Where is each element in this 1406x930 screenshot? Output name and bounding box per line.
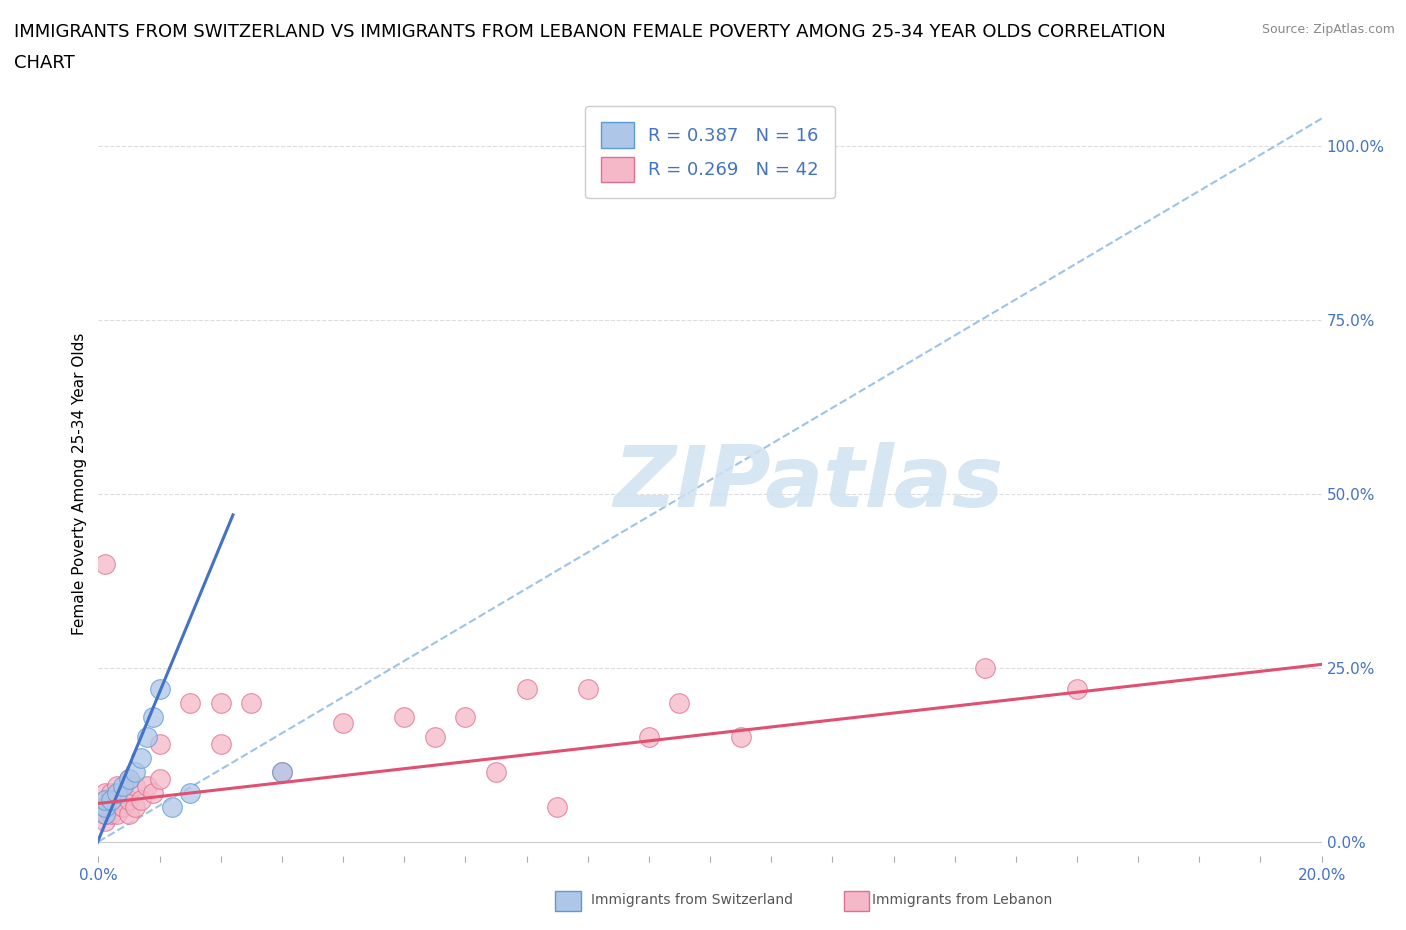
- Point: [105, 786, 128, 801]
- Point: [149, 682, 172, 697]
- Point: [270, 764, 292, 779]
- Point: [142, 786, 165, 801]
- Point: [454, 709, 477, 724]
- Text: Immigrants from Switzerland: Immigrants from Switzerland: [591, 893, 793, 908]
- Point: [136, 730, 159, 745]
- Point: [270, 764, 292, 779]
- Point: [111, 800, 134, 815]
- Point: [105, 792, 128, 807]
- Point: [124, 800, 146, 815]
- Point: [142, 709, 165, 724]
- Point: [93, 786, 115, 801]
- Point: [129, 792, 152, 807]
- Point: [111, 778, 134, 793]
- Point: [240, 696, 263, 711]
- Legend: R = 0.387   N = 16, R = 0.269   N = 42: R = 0.387 N = 16, R = 0.269 N = 42: [585, 106, 835, 198]
- Point: [332, 716, 354, 731]
- Point: [129, 751, 152, 765]
- Text: Source: ZipAtlas.com: Source: ZipAtlas.com: [1261, 23, 1395, 36]
- Point: [93, 814, 115, 829]
- Point: [516, 682, 538, 697]
- Point: [100, 786, 122, 801]
- Point: [730, 139, 752, 153]
- Point: [93, 792, 115, 807]
- Point: [93, 806, 115, 821]
- Point: [100, 806, 122, 821]
- Point: [149, 737, 172, 751]
- Point: [637, 730, 661, 745]
- Text: Immigrants from Lebanon: Immigrants from Lebanon: [872, 893, 1052, 908]
- Point: [118, 806, 141, 821]
- Point: [100, 792, 122, 807]
- Point: [149, 772, 172, 787]
- Point: [576, 682, 599, 697]
- Point: [546, 800, 568, 815]
- Text: ZIPatlas: ZIPatlas: [613, 442, 1002, 525]
- Point: [392, 709, 416, 724]
- Point: [105, 778, 128, 793]
- Text: IMMIGRANTS FROM SWITZERLAND VS IMMIGRANTS FROM LEBANON FEMALE POVERTY AMONG 25-3: IMMIGRANTS FROM SWITZERLAND VS IMMIGRANT…: [14, 23, 1166, 41]
- Point: [93, 556, 115, 571]
- Point: [974, 660, 997, 675]
- Point: [111, 786, 134, 801]
- Point: [118, 772, 141, 787]
- Point: [124, 778, 146, 793]
- Point: [730, 730, 752, 745]
- Point: [209, 737, 232, 751]
- Point: [485, 764, 508, 779]
- Point: [209, 696, 232, 711]
- Point: [160, 800, 183, 815]
- Point: [93, 800, 115, 815]
- Point: [105, 806, 128, 821]
- Y-axis label: Female Poverty Among 25-34 Year Olds: Female Poverty Among 25-34 Year Olds: [72, 332, 87, 635]
- Point: [118, 772, 141, 787]
- Point: [179, 786, 201, 801]
- Point: [179, 696, 201, 711]
- Point: [93, 800, 115, 815]
- Point: [136, 778, 159, 793]
- Point: [124, 764, 146, 779]
- Point: [423, 730, 446, 745]
- Point: [93, 792, 115, 807]
- Point: [118, 792, 141, 807]
- Point: [668, 696, 690, 711]
- Point: [100, 800, 122, 815]
- Point: [93, 806, 115, 821]
- Point: [1066, 682, 1088, 697]
- Text: CHART: CHART: [14, 54, 75, 72]
